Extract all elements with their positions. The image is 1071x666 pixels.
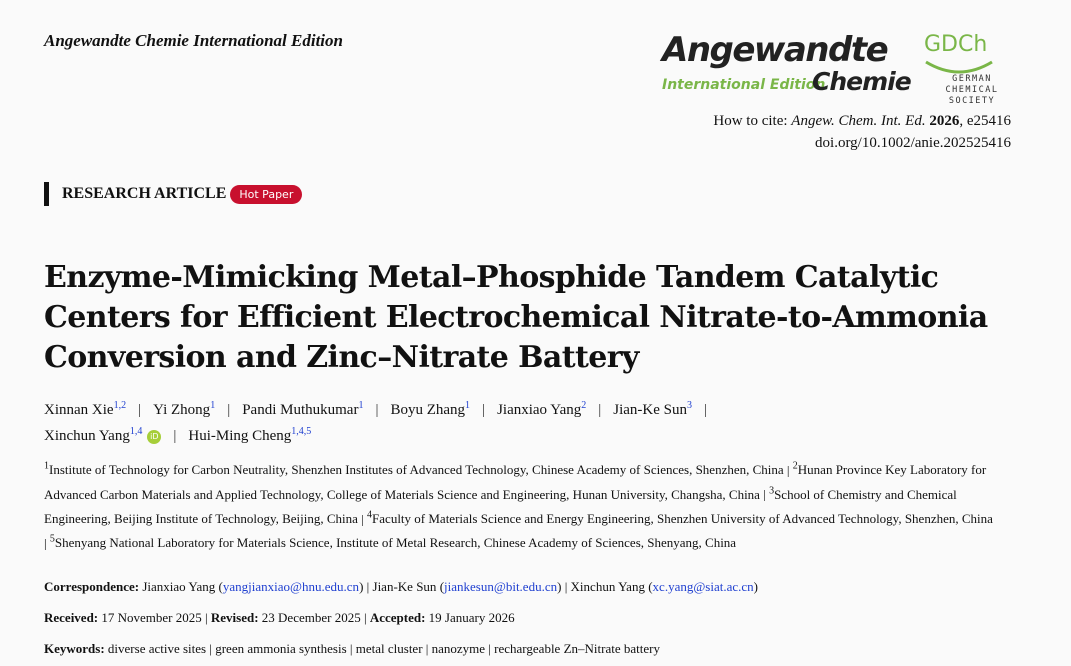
author[interactable]: Pandi Muthukumar1: [242, 400, 364, 418]
article-title: Enzyme-Mimicking Metal–Phosphide Tandem …: [44, 260, 988, 375]
author[interactable]: Xinchun Yang1,4: [44, 426, 143, 444]
orcid-icon[interactable]: iD: [147, 430, 162, 444]
doi[interactable]: doi.org/10.1002/anie.202525416: [815, 135, 1011, 151]
correspondent: Jian-Ke Sun (jiankesun@bit.edu.cn): [372, 579, 562, 594]
keywords: Keywords: diverse active sites | green a…: [44, 641, 660, 656]
hot-paper-badge: Hot Paper: [230, 184, 303, 204]
affiliation: 5Shenyang National Laboratory for Materi…: [49, 533, 737, 551]
author[interactable]: Jianxiao Yang2: [497, 400, 587, 418]
author[interactable]: Hui-Ming Cheng1,4,5: [188, 426, 312, 444]
separator: |: [173, 428, 177, 444]
email-link[interactable]: xc.yang@siat.ac.cn: [652, 579, 754, 594]
email-link[interactable]: jiankesun@bit.edu.cn: [444, 579, 558, 594]
keyword: diverse active sites: [107, 641, 207, 656]
date-item: Revised: 23 December 2025: [210, 610, 361, 625]
correspondent: Jianxiao Yang (yangjianxiao@hnu.edu.cn): [142, 579, 364, 594]
gdch-arc-icon: [925, 60, 993, 74]
dates: Received: 17 November 2025 | Revised: 23…: [44, 610, 515, 625]
gdch-logo: GDCh: [924, 32, 988, 57]
author[interactable]: Xinnan Xie1,2: [44, 400, 127, 418]
separator: |: [482, 402, 486, 418]
article-type: RESEARCH ARTICLE Hot Paper: [44, 182, 303, 206]
affiliation: 1Institute of Technology for Carbon Neut…: [44, 461, 784, 478]
affiliation: 2Hunan Province Key Laboratory for Advan…: [44, 461, 987, 502]
separator: |: [138, 402, 142, 418]
author[interactable]: Boyu Zhang1: [390, 400, 471, 418]
separator: |: [598, 402, 602, 418]
separator: |: [375, 402, 379, 418]
separator: |: [227, 402, 231, 418]
logo-intl-edition: International Edition: [662, 77, 826, 93]
date-item: Accepted: 19 January 2026: [369, 610, 515, 625]
correspondence: Correspondence: Jianxiao Yang (yangjianx…: [44, 579, 759, 594]
keyword: rechargeable Zn–Nitrate battery: [494, 641, 660, 656]
citation: How to cite: Angew. Chem. Int. Ed. 2026,…: [713, 110, 1011, 154]
email-link[interactable]: yangjianxiao@hnu.edu.cn: [222, 579, 360, 594]
author[interactable]: Jian-Ke Sun3: [613, 400, 692, 418]
keyword: metal cluster: [355, 641, 423, 656]
keyword: green ammonia synthesis: [215, 641, 347, 656]
affiliation: 4Faculty of Materials Science and Energy…: [367, 509, 993, 526]
date-item: Received: 17 November 2025: [44, 610, 202, 625]
affiliation: 3School of Chemistry and Chemical Engine…: [44, 485, 957, 526]
affiliations: 1Institute of Technology for Carbon Neut…: [44, 461, 993, 551]
author[interactable]: Yi Zhong1: [153, 400, 216, 418]
logo-angewandte: Angewandte: [662, 30, 889, 70]
society-name: German Chemical Society: [945, 74, 999, 106]
journal-name: Angewandte Chemie International Edition: [44, 31, 343, 50]
separator: |: [704, 402, 708, 418]
author-list: Xinnan Xie1,2 | Yi Zhong1 | Pandi Muthukumar…: [44, 395, 944, 447]
journal-logo: Angewandte International Edition Chemie …: [662, 30, 1022, 106]
logo-chemie: Chemie: [812, 67, 912, 96]
keyword: nanozyme: [431, 641, 486, 656]
correspondent: Xinchun Yang (xc.yang@siat.ac.cn): [570, 579, 759, 594]
